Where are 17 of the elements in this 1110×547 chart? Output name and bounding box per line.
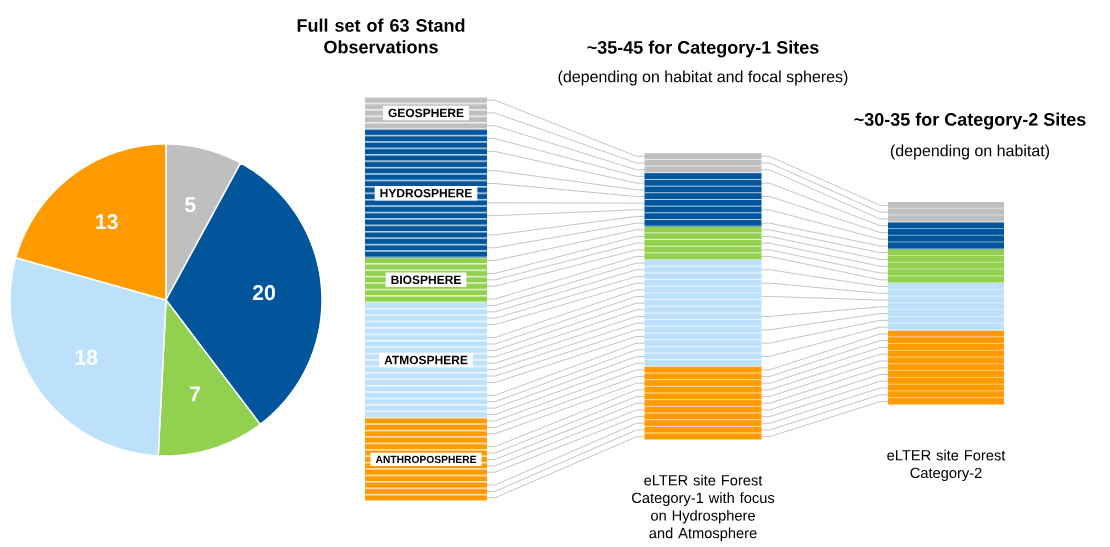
chart-title: ~35-45 for Category-1 Sites — [587, 40, 819, 58]
data-label: 18 — [75, 349, 98, 365]
data-label: 7 — [189, 386, 200, 402]
series-label: ANTHROPOSPHERE — [375, 455, 477, 464]
chart-subtitle: (depending on habitat) — [890, 144, 1050, 160]
chart-title: Full set of 63 Stand Observations — [297, 18, 465, 54]
series-label: BIOSPHERE — [391, 275, 461, 285]
series-label: HYDROSPHERE — [380, 188, 472, 198]
series-label: GEOSPHERE — [388, 108, 464, 118]
series-label: ATMOSPHERE — [384, 355, 468, 365]
data-label: 5 — [184, 197, 196, 213]
chart-title: ~30-35 for Category-2 Sites — [854, 112, 1086, 130]
data-label: 13 — [96, 214, 118, 230]
data-label: 20 — [252, 285, 275, 301]
x-tick-label: eLTER site Forest Category-1 with focus on Hydrosphere and Atmosphere — [632, 474, 775, 542]
x-tick-label: eLTER site Forest Category-2 — [887, 449, 1006, 481]
chart-subtitle: (depending on habitat and focal spheres) — [558, 70, 848, 86]
